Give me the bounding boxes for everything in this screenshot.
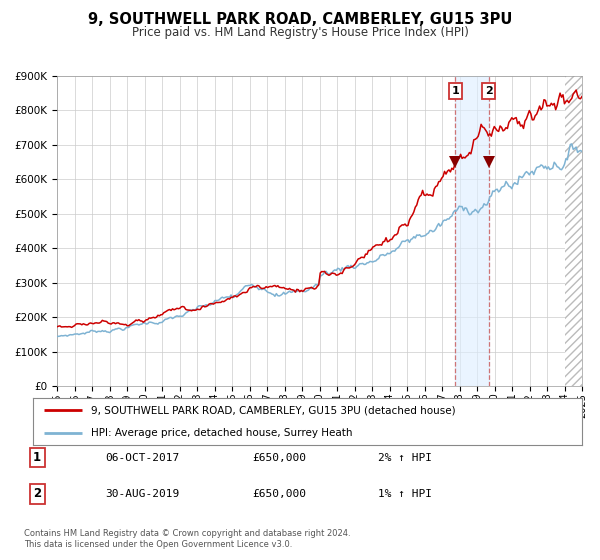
Bar — [565, 76, 582, 386]
Text: 9, SOUTHWELL PARK ROAD, CAMBERLEY, GU15 3PU (detached house): 9, SOUTHWELL PARK ROAD, CAMBERLEY, GU15 … — [91, 405, 455, 416]
Text: 2% ↑ HPI: 2% ↑ HPI — [378, 452, 432, 463]
Text: 1% ↑ HPI: 1% ↑ HPI — [378, 489, 432, 499]
Text: 2: 2 — [33, 487, 41, 501]
Text: HPI: Average price, detached house, Surrey Heath: HPI: Average price, detached house, Surr… — [91, 428, 352, 438]
Text: Price paid vs. HM Land Registry's House Price Index (HPI): Price paid vs. HM Land Registry's House … — [131, 26, 469, 39]
Text: This data is licensed under the Open Government Licence v3.0.: This data is licensed under the Open Gov… — [24, 540, 292, 549]
Text: 1: 1 — [451, 86, 459, 96]
Text: 30-AUG-2019: 30-AUG-2019 — [105, 489, 179, 499]
Text: 9, SOUTHWELL PARK ROAD, CAMBERLEY, GU15 3PU: 9, SOUTHWELL PARK ROAD, CAMBERLEY, GU15 … — [88, 12, 512, 27]
Text: £650,000: £650,000 — [252, 489, 306, 499]
Bar — [455, 76, 488, 386]
Text: 06-OCT-2017: 06-OCT-2017 — [105, 452, 179, 463]
Text: Contains HM Land Registry data © Crown copyright and database right 2024.: Contains HM Land Registry data © Crown c… — [24, 529, 350, 538]
Text: 2: 2 — [485, 86, 493, 96]
Text: £650,000: £650,000 — [252, 452, 306, 463]
Text: 1: 1 — [33, 451, 41, 464]
